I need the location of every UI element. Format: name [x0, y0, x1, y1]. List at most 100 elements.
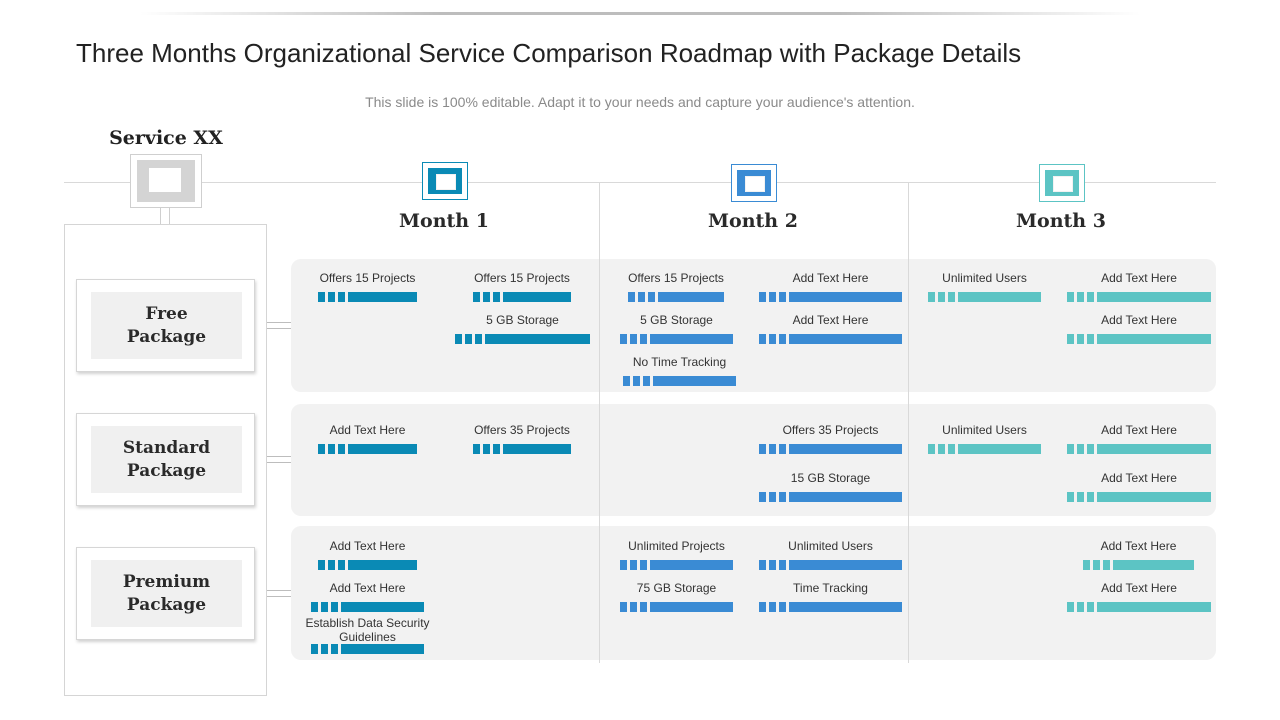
bar-segment: [321, 644, 328, 654]
bar-segment: [948, 292, 955, 302]
bar-segment: [640, 334, 647, 344]
standard-row-panel: [291, 404, 1216, 516]
feature-item: Add Text Here: [1067, 313, 1211, 345]
feature-bar: [311, 644, 424, 654]
bar-segment: [779, 560, 786, 570]
bar-segment: [1067, 602, 1074, 612]
month2-divider: [908, 183, 909, 663]
feature-bar: [759, 334, 902, 344]
bar-segment: [475, 334, 482, 344]
bar-fill: [789, 444, 902, 454]
bar-segment: [1087, 292, 1094, 302]
feature-bar: [1083, 560, 1194, 570]
feature-bar: [318, 560, 417, 570]
bar-fill: [1097, 602, 1211, 612]
feature-bar: [928, 292, 1041, 302]
bar-segment: [493, 444, 500, 454]
bar-segment: [338, 560, 345, 570]
feature-item: Time Tracking: [759, 581, 902, 613]
feature-item: Add Text Here: [1083, 539, 1194, 571]
bar-segment: [630, 560, 637, 570]
month3-monitor-icon: [1039, 164, 1085, 202]
bar-segment: [769, 444, 776, 454]
bar-segment: [338, 292, 345, 302]
free-package-label: Free Package: [91, 292, 242, 359]
feature-bar: [1067, 334, 1211, 344]
feature-item: Unlimited Users: [759, 539, 902, 571]
feature-item: Add Text Here: [759, 271, 902, 303]
bar-segment: [779, 444, 786, 454]
bar-segment: [1067, 492, 1074, 502]
feature-bar: [759, 492, 902, 502]
feature-item: 75 GB Storage: [620, 581, 733, 613]
bar-segment: [321, 602, 328, 612]
bar-segment: [779, 492, 786, 502]
bar-segment: [640, 602, 647, 612]
bar-fill: [1097, 444, 1211, 454]
bar-segment: [759, 444, 766, 454]
month3-label: Month 3: [1016, 210, 1106, 232]
bar-segment: [759, 334, 766, 344]
bar-segment: [1087, 334, 1094, 344]
feature-bar: [311, 602, 424, 612]
feature-item: Add Text Here: [1067, 581, 1211, 613]
feature-bar: [473, 292, 571, 302]
bar-segment: [311, 644, 318, 654]
feature-item: Add Text Here: [318, 539, 417, 571]
bar-fill: [958, 444, 1041, 454]
feature-bar: [1067, 602, 1211, 612]
bar-segment: [643, 376, 650, 386]
bar-fill: [789, 602, 902, 612]
bar-segment: [1083, 560, 1090, 570]
bar-segment: [769, 492, 776, 502]
bar-segment: [1077, 292, 1084, 302]
bar-segment: [628, 292, 635, 302]
feature-bar: [928, 444, 1041, 454]
bar-segment: [318, 292, 325, 302]
feature-bar: [759, 560, 902, 570]
feature-item: Offers 35 Projects: [473, 423, 571, 455]
feature-item: Offers 15 Projects: [473, 271, 571, 303]
page-subtitle: This slide is 100% editable. Adapt it to…: [365, 94, 915, 110]
bar-segment: [759, 492, 766, 502]
bar-segment: [483, 292, 490, 302]
bar-segment: [483, 444, 490, 454]
bar-segment: [623, 376, 630, 386]
bar-fill: [789, 334, 902, 344]
bar-segment: [311, 602, 318, 612]
premium-package-label: Premium Package: [91, 560, 242, 627]
feature-item: 5 GB Storage: [620, 313, 733, 345]
standard-package-label: Standard Package: [91, 426, 242, 493]
bar-segment: [779, 292, 786, 302]
feature-item: Offers 15 Projects: [628, 271, 724, 303]
page-title: Three Months Organizational Service Comp…: [76, 38, 1022, 68]
feature-item: Unlimited Users: [928, 423, 1041, 455]
bar-segment: [769, 334, 776, 344]
bar-segment: [630, 334, 637, 344]
bar-segment: [620, 602, 627, 612]
bar-segment: [620, 560, 627, 570]
bar-segment: [318, 444, 325, 454]
bar-fill: [1097, 292, 1211, 302]
bar-segment: [938, 292, 945, 302]
feature-item: No Time Tracking: [623, 355, 736, 387]
bar-segment: [1087, 492, 1094, 502]
bar-segment: [1067, 292, 1074, 302]
bar-segment: [779, 334, 786, 344]
bar-segment: [328, 560, 335, 570]
bar-segment: [1067, 444, 1074, 454]
bar-fill: [503, 444, 571, 454]
bar-segment: [948, 444, 955, 454]
bar-fill: [650, 560, 733, 570]
feature-bar: [759, 602, 902, 612]
free-package-card: Free Package: [76, 279, 255, 372]
bar-segment: [928, 444, 935, 454]
bar-fill: [1097, 334, 1211, 344]
bar-segment: [938, 444, 945, 454]
service-monitor-icon: [130, 154, 202, 208]
feature-item: 15 GB Storage: [759, 471, 902, 503]
bar-segment: [328, 444, 335, 454]
bar-segment: [473, 292, 480, 302]
bar-segment: [769, 292, 776, 302]
free-row-panel: [291, 259, 1216, 392]
